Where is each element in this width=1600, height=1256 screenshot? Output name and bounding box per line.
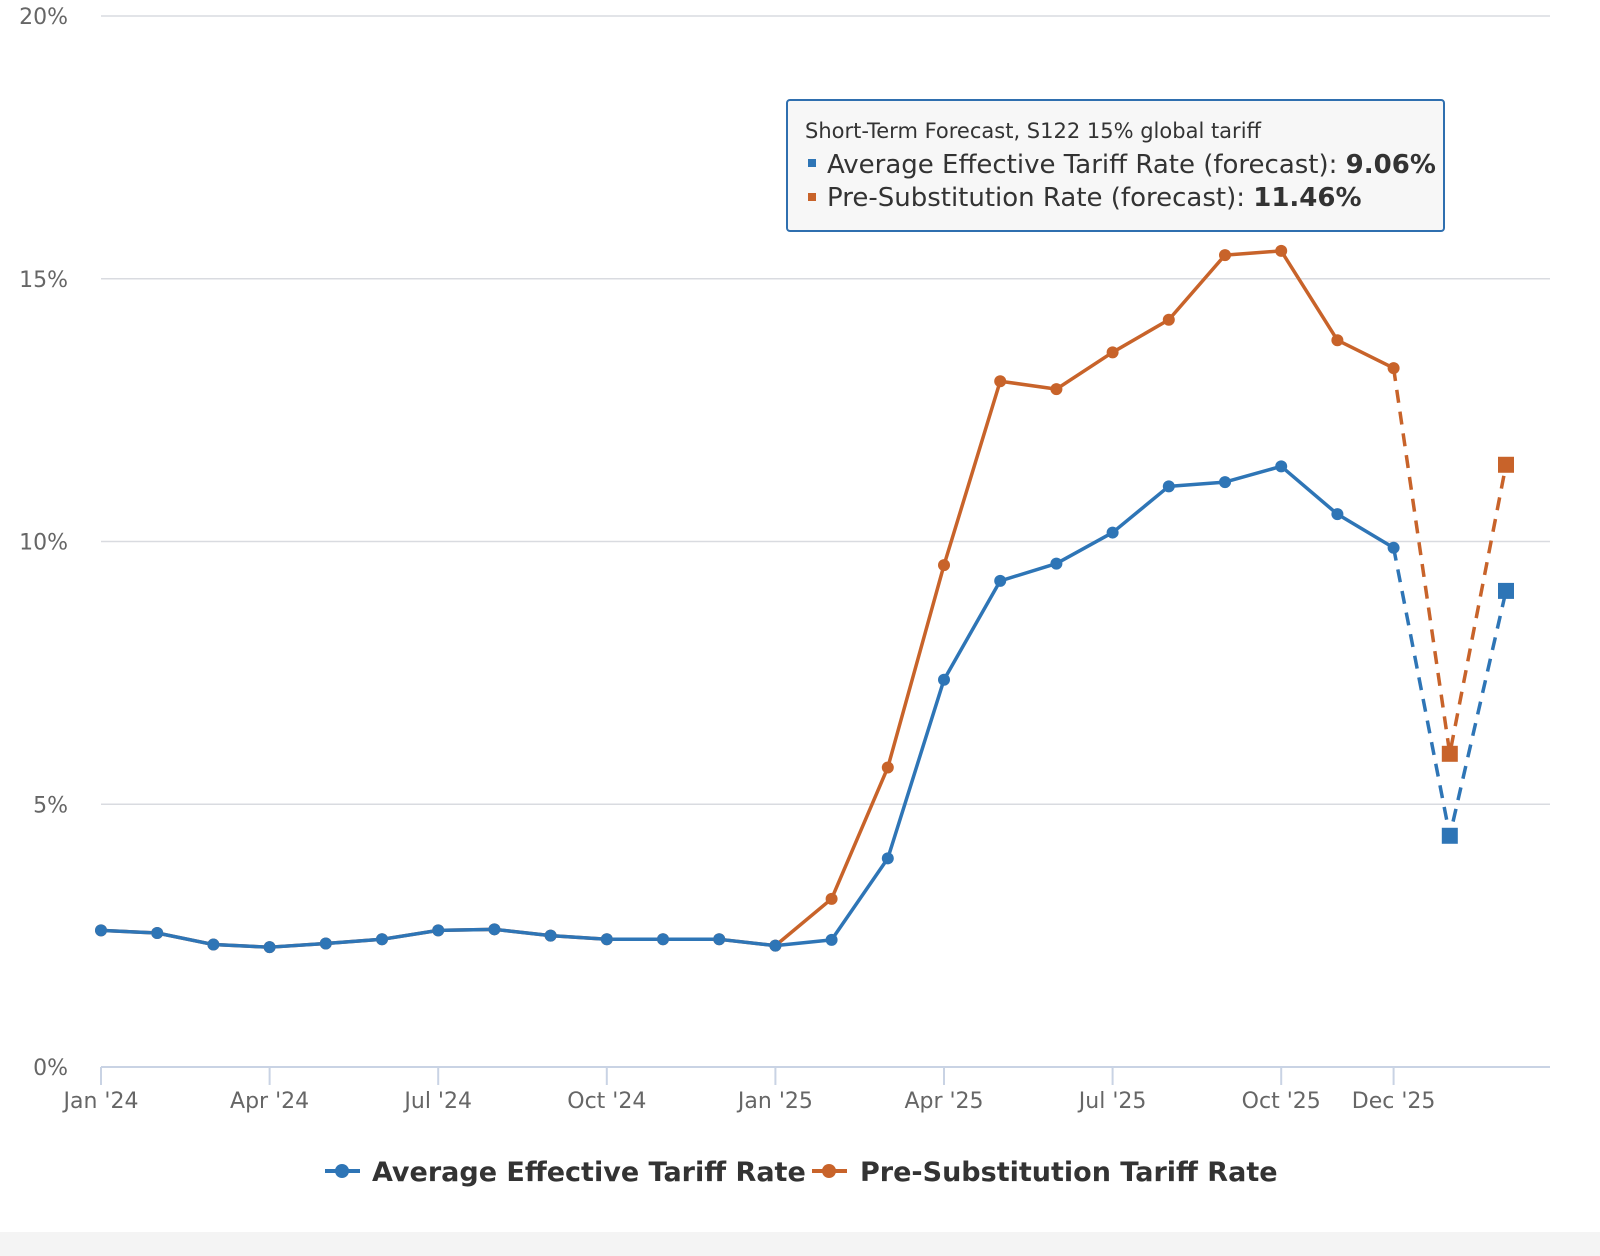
legend-label-average-effective: Average Effective Tariff Rate [372,1157,806,1188]
x-tick-label: Jan '25 [736,1089,813,1114]
x-tick-label: Oct '25 [1242,1089,1321,1114]
y-tick-label: 15% [19,268,68,293]
data-point[interactable] [432,924,445,937]
x-tick-label: Jul '24 [402,1089,472,1114]
data-point[interactable] [1387,541,1400,554]
forecast-point[interactable] [1441,827,1458,844]
tooltip-row-2-label: Pre-Substitution Rate (forecast): [827,183,1245,213]
data-point[interactable] [151,926,164,939]
data-point[interactable] [544,929,557,942]
forecast-tooltip: Short-Term Forecast, S122 15% global tar… [786,99,1445,232]
series-line-1 [100,464,1395,949]
legend: Average Effective Tariff Rate Pre-Substi… [325,1157,1278,1188]
data-point[interactable] [657,933,669,946]
x-tick-label: Dec '25 [1352,1089,1436,1114]
data-point[interactable] [994,375,1007,388]
data-point[interactable] [1106,526,1119,539]
y-tick-label: 0% [33,1056,68,1081]
data-point[interactable] [1387,362,1400,375]
data-point[interactable] [881,761,894,774]
data-point[interactable] [1275,244,1288,257]
x-tick-label: Apr '25 [904,1089,983,1114]
x-axis-labels: Jan '24 Apr '24 Jul '24 Oct '24 Jan '25 Apr '… [62,1089,1436,1114]
bottom-strip [0,1232,1600,1256]
data-point[interactable] [207,938,220,951]
tooltip-row-2: Pre-Substitution Rate (forecast): 11.46% [827,183,1362,213]
legend-marker-average-effective [335,1164,349,1178]
data-point[interactable] [1219,249,1231,262]
data-point[interactable] [1331,334,1344,347]
forecast-point[interactable] [1498,582,1514,599]
y-tick-label: 5% [33,793,68,818]
tooltip-box [786,99,1445,232]
legend-marker-pre-substitution [822,1164,836,1178]
data-point[interactable] [1162,480,1175,493]
legend-item-average-effective[interactable]: Average Effective Tariff Rate [325,1157,806,1188]
legend-item-pre-substitution[interactable]: Pre-Substitution Tariff Rate [812,1157,1278,1188]
data-point[interactable] [881,852,894,865]
data-point[interactable] [1106,346,1119,359]
data-point[interactable] [1219,476,1231,489]
data-point[interactable] [1331,508,1344,521]
tooltip-row-1: Average Effective Tariff Rate (forecast)… [827,150,1436,180]
data-point[interactable] [825,933,838,946]
data-point[interactable] [769,939,782,952]
x-tick-label: Apr '24 [230,1089,309,1114]
series-lines [100,249,1395,949]
data-point[interactable] [825,892,838,905]
data-point[interactable] [994,574,1007,587]
data-point[interactable] [938,673,950,686]
forecast-line-2 [1391,367,1508,755]
tooltip-row-2-marker [808,193,816,201]
data-point[interactable] [600,933,613,946]
forecast-point[interactable] [1441,745,1458,762]
tooltip-row-1-label: Average Effective Tariff Rate (forecast)… [827,150,1337,180]
data-point[interactable] [938,559,950,572]
x-tick-label: Oct '24 [567,1089,646,1114]
x-tick-label: Jul '25 [1077,1089,1147,1114]
x-axis [100,1066,1550,1085]
data-point[interactable] [95,924,107,937]
legend-label-pre-substitution: Pre-Substitution Tariff Rate [860,1157,1278,1188]
data-point[interactable] [1050,557,1063,570]
grid-lines [101,15,1550,805]
data-point[interactable] [319,937,332,950]
x-tick-label: Jan '24 [62,1089,139,1114]
data-point[interactable] [376,933,388,946]
data-point[interactable] [1275,460,1288,473]
series-line-2 [100,249,1395,949]
data-point[interactable] [1050,383,1063,396]
tooltip-row-2-value: 11.46% [1253,183,1361,213]
data-point[interactable] [1162,313,1175,326]
forecast-lines [1391,367,1508,837]
tooltip-row-1-marker [808,159,816,167]
y-tick-label: 20% [19,5,68,30]
y-tick-label: 10% [19,531,68,556]
y-axis-labels: 0% 5% 10% 15% 20% [19,5,68,1081]
tooltip-row-1-value: 9.06% [1346,150,1436,180]
series-markers[interactable] [95,244,1514,954]
data-point[interactable] [713,933,726,946]
forecast-point[interactable] [1498,456,1514,473]
tooltip-header: Short-Term Forecast, S122 15% global tar… [805,119,1262,143]
forecast-line-1 [1391,547,1508,837]
data-point[interactable] [263,941,276,954]
data-point[interactable] [488,923,501,936]
